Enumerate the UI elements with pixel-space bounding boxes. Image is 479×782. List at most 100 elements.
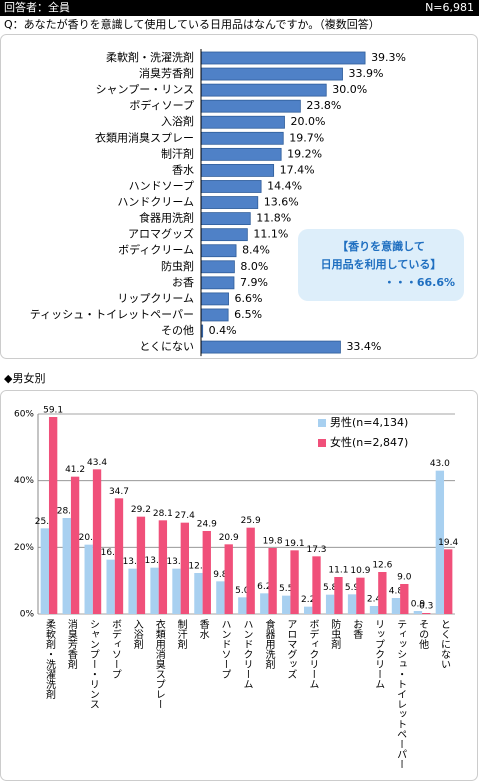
value-label: 11.1% bbox=[253, 228, 288, 241]
y-tick-label: 20% bbox=[14, 543, 34, 553]
value-label: 25.7 bbox=[35, 517, 55, 527]
category-label: とくにない bbox=[139, 340, 194, 353]
bar bbox=[172, 568, 181, 614]
category-label: ティッシュ・トイレットペーパー bbox=[30, 308, 194, 321]
bar bbox=[200, 67, 343, 81]
value-label: 43.4 bbox=[87, 458, 107, 468]
x-tick-label: ハンドクリーム bbox=[241, 619, 253, 689]
value-label: 0.9 bbox=[411, 600, 426, 610]
category-label: リップクリーム bbox=[117, 292, 194, 305]
y-tick-label: 0% bbox=[20, 610, 35, 620]
x-tick-label: ボディソープ bbox=[109, 619, 121, 679]
chart1-frame bbox=[0, 34, 478, 359]
bar bbox=[200, 340, 341, 354]
x-tick-label: ハンドソープ bbox=[219, 619, 231, 679]
value-label: 25.9 bbox=[241, 516, 261, 526]
value-label: 5.0 bbox=[235, 586, 250, 596]
category-label: ハンドクリーム bbox=[117, 196, 194, 209]
value-label: 24.9 bbox=[197, 520, 217, 530]
bar bbox=[136, 516, 146, 614]
bar bbox=[435, 470, 445, 614]
bar bbox=[369, 606, 379, 614]
x-tick-label: ボディクリーム bbox=[307, 619, 319, 689]
value-label: 0.3 bbox=[419, 602, 433, 612]
category-label: その他 bbox=[161, 324, 194, 337]
bar bbox=[200, 180, 262, 193]
bar bbox=[200, 99, 301, 113]
x-tick-label: 入浴剤 bbox=[131, 619, 143, 650]
bar bbox=[238, 597, 247, 614]
bar bbox=[92, 469, 102, 614]
value-label: 8.4% bbox=[242, 244, 270, 257]
bar bbox=[200, 228, 248, 242]
bar bbox=[106, 559, 115, 614]
category-label: お香 bbox=[172, 276, 194, 289]
value-label: 17.3 bbox=[306, 545, 326, 555]
bar bbox=[70, 476, 80, 614]
chart2-frame bbox=[0, 390, 478, 781]
value-label: 13.9 bbox=[145, 556, 165, 566]
legend-label: 男性(n=4,134) bbox=[330, 415, 408, 429]
value-label: 6.5% bbox=[234, 308, 262, 321]
category-label: ボディクリーム bbox=[118, 243, 194, 257]
value-label: 28.1 bbox=[153, 509, 173, 519]
bar bbox=[304, 606, 313, 614]
category-label: ボディソープ bbox=[129, 98, 194, 112]
category-label: 防虫剤 bbox=[161, 259, 194, 273]
value-label: 11.1 bbox=[328, 566, 348, 576]
value-label: 28.8 bbox=[57, 507, 77, 517]
x-tick-label: お香 bbox=[351, 619, 363, 640]
bar bbox=[444, 549, 453, 614]
value-label: 2.2 bbox=[301, 595, 315, 605]
category-label: 香水 bbox=[172, 163, 194, 176]
x-tick-label: その他 bbox=[417, 619, 429, 650]
bar bbox=[194, 573, 203, 614]
value-label: 13.6 bbox=[123, 557, 143, 567]
x-tick-label: 制汗剤 bbox=[175, 618, 187, 650]
value-label: 10.9 bbox=[350, 566, 370, 576]
x-tick-label: 防虫剤 bbox=[329, 618, 341, 650]
value-label: 41.2 bbox=[65, 465, 85, 475]
x-tick-label: 衣類用消臭スプレー bbox=[153, 618, 165, 709]
bar bbox=[400, 584, 409, 614]
value-label: 19.8 bbox=[263, 537, 283, 547]
value-label: 29.2 bbox=[131, 505, 151, 515]
value-label: 34.7 bbox=[109, 487, 129, 497]
category-label: ハンドソープ bbox=[129, 179, 194, 192]
bar bbox=[200, 308, 229, 322]
bar bbox=[246, 527, 255, 614]
value-label: 17.4% bbox=[280, 163, 315, 176]
x-tick-label: とくにない bbox=[439, 619, 450, 669]
legend-label: 女性(n=2,847) bbox=[330, 435, 408, 449]
bar bbox=[200, 292, 229, 306]
x-tick-label: 香水 bbox=[197, 619, 209, 639]
bar bbox=[282, 595, 291, 614]
x-tick-label: 消臭芳香剤 bbox=[65, 618, 77, 670]
bar bbox=[334, 577, 343, 614]
bar bbox=[200, 276, 235, 290]
bar bbox=[325, 594, 335, 614]
value-label: 20.9 bbox=[219, 533, 239, 543]
legend-swatch bbox=[318, 419, 326, 427]
value-label: 9.0 bbox=[397, 573, 412, 583]
section-title: ◆男女別 bbox=[4, 371, 45, 385]
category-label: 制汗剤 bbox=[161, 146, 194, 160]
value-label: 6.2 bbox=[257, 582, 271, 592]
bar bbox=[200, 212, 251, 226]
value-label: 19.7% bbox=[289, 131, 324, 144]
bar bbox=[378, 572, 387, 614]
value-label: 12.3 bbox=[188, 562, 208, 572]
bar bbox=[268, 548, 277, 614]
bar bbox=[200, 196, 259, 209]
bar bbox=[413, 611, 423, 614]
bar bbox=[224, 544, 233, 614]
value-label: 23.8% bbox=[306, 99, 341, 112]
bar bbox=[356, 577, 365, 614]
x-tick-label: シャンプー・リンス bbox=[87, 619, 98, 709]
value-label: 8.0% bbox=[240, 260, 268, 273]
value-label: 2.4 bbox=[367, 595, 382, 605]
value-label: 19.2% bbox=[287, 147, 322, 160]
header-bar bbox=[0, 0, 479, 16]
bar bbox=[114, 498, 124, 614]
